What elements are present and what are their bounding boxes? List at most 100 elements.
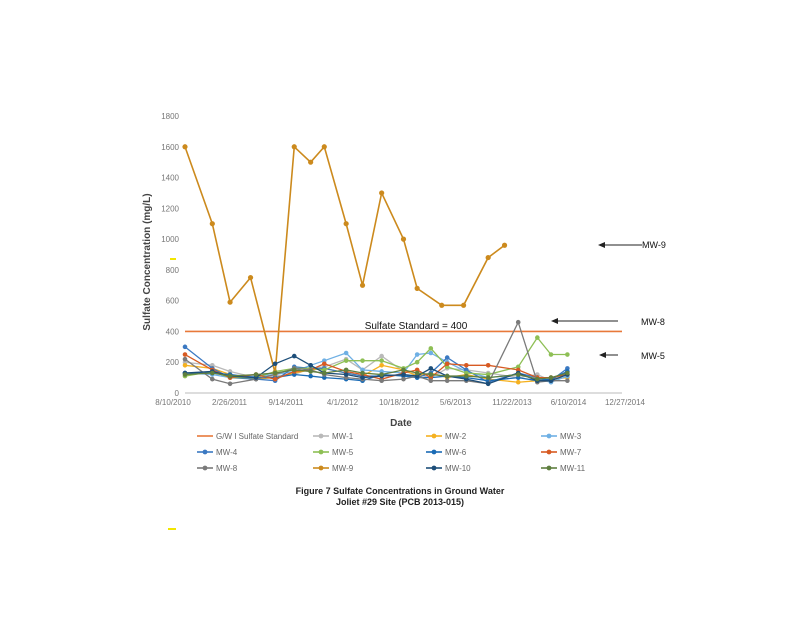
data-point — [444, 355, 450, 360]
legend-item: MW-7 — [541, 448, 582, 457]
legend: G/W I Sulfate Standard MW-1 MW-2 MW-3 MW-4 MW… — [197, 432, 586, 473]
annotation-arrow: MW-5 — [599, 351, 665, 361]
y-tick-label: 400 — [166, 327, 180, 336]
data-point — [343, 221, 349, 227]
annotation-arrow: MW-9 — [598, 240, 666, 250]
legend-label: MW-10 — [445, 464, 471, 473]
data-point — [308, 369, 313, 374]
data-point — [414, 285, 420, 291]
data-point — [428, 350, 434, 356]
data-point — [535, 335, 540, 340]
data-point — [182, 372, 188, 377]
yellow-speck — [170, 258, 176, 260]
data-point — [308, 363, 313, 368]
data-point — [565, 352, 570, 357]
x-tick-label: 9/14/2011 — [269, 398, 305, 407]
data-point — [343, 367, 349, 373]
data-point — [485, 254, 491, 261]
legend-item: G/W I Sulfate Standard — [197, 432, 298, 441]
y-tick-labels: 0 200 400 600 800 1000 1200 1400 1600 1800 — [161, 112, 179, 398]
legend-item: MW-3 — [541, 432, 582, 441]
standard-label: Sulfate Standard = 400 — [365, 321, 468, 332]
x-tick-labels: 8/10/2010 2/26/2011 9/14/2011 4/1/2012 10/18… — [155, 398, 645, 407]
data-point — [515, 319, 521, 325]
y-tick-label: 0 — [175, 389, 180, 398]
legend-label: MW-6 — [445, 448, 467, 457]
data-point — [485, 381, 491, 387]
legend-label: MW-4 — [216, 448, 238, 457]
data-point — [428, 372, 434, 377]
data-point — [515, 372, 521, 377]
data-point — [360, 375, 365, 380]
y-axis-label: Sulfate Concentration (mg/L) — [142, 193, 153, 330]
data-point — [401, 372, 406, 377]
legend-swatch-marker — [202, 465, 208, 471]
legend-label: MW-1 — [332, 432, 354, 441]
figure-caption-title: Figure 7 Sulfate Concentrations in Groun… — [295, 486, 505, 496]
data-point — [485, 375, 491, 380]
data-point — [428, 378, 434, 383]
x-tick-label: 8/10/2010 — [155, 398, 191, 407]
data-point — [401, 367, 406, 373]
data-point — [428, 366, 434, 371]
data-point — [227, 381, 233, 387]
legend-label: MW-5 — [332, 448, 354, 457]
figure-caption-subtitle: Joliet #29 Site (PCB 2013-015) — [335, 497, 465, 507]
x-tick-label: 11/22/2013 — [492, 398, 532, 407]
legend-item: MW-6 — [426, 448, 467, 457]
series-mw-11 — [182, 367, 570, 382]
data-point — [565, 378, 570, 383]
arrow-head — [551, 318, 558, 324]
legend-swatch-marker — [431, 465, 437, 471]
data-point — [247, 274, 254, 281]
annotation-label: MW-9 — [642, 240, 666, 250]
series-mw-3 — [182, 350, 570, 385]
legend-item: MW-8 — [197, 464, 238, 473]
legend-swatch-marker — [202, 449, 208, 455]
y-tick-label: 1400 — [161, 174, 179, 183]
legend-label: MW-8 — [216, 464, 238, 473]
data-point — [343, 372, 349, 377]
data-point — [360, 358, 365, 363]
legend-label: MW-7 — [560, 448, 582, 457]
y-tick-label: 200 — [166, 358, 180, 367]
x-tick-label: 6/10/2014 — [551, 398, 587, 407]
data-point — [379, 378, 384, 383]
data-point — [379, 353, 384, 359]
data-point — [444, 378, 450, 383]
data-point — [414, 352, 420, 357]
legend-swatch-marker — [318, 433, 324, 439]
data-point — [343, 358, 349, 363]
data-point — [439, 302, 445, 308]
arrow-head — [599, 352, 606, 358]
data-point — [210, 370, 215, 376]
data-point — [548, 352, 554, 357]
data-point — [379, 190, 385, 196]
legend-label: G/W I Sulfate Standard — [216, 432, 298, 441]
data-point — [227, 299, 233, 305]
data-point — [182, 352, 188, 357]
data-point — [359, 282, 366, 288]
data-point — [210, 376, 215, 382]
legend-label: MW-3 — [560, 432, 582, 441]
data-point — [485, 363, 491, 368]
y-tick-label: 1600 — [161, 143, 179, 152]
data-point — [308, 159, 314, 165]
data-point — [272, 376, 278, 382]
arrow-head — [598, 242, 605, 248]
data-point — [182, 356, 188, 362]
data-point — [272, 361, 278, 367]
y-tick-label: 1000 — [161, 235, 179, 244]
data-point — [565, 370, 570, 376]
data-point — [272, 370, 278, 376]
data-point — [360, 370, 365, 376]
annotation-group: MW-9 MW-8 MW-5 — [551, 240, 666, 361]
y-tick-label: 800 — [166, 266, 180, 275]
legend-swatch-marker — [546, 465, 552, 471]
data-point — [464, 363, 469, 368]
data-point — [182, 363, 188, 368]
legend-item: MW-5 — [313, 448, 354, 457]
legend-item: MW-2 — [426, 432, 467, 441]
data-point — [379, 372, 384, 377]
data-point — [535, 376, 540, 382]
